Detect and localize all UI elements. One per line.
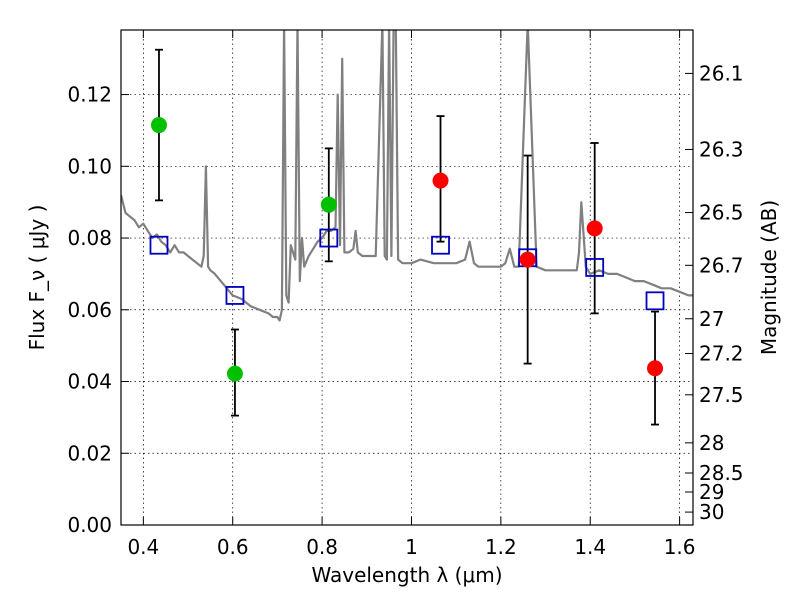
observed-point-red [586, 220, 603, 237]
x-tick-label: 1.4 [574, 535, 606, 559]
model-point-square [585, 258, 605, 277]
y-tick-label: 0.10 [67, 154, 112, 178]
x-tick-label: 1.6 [664, 535, 696, 559]
plot-frame [120, 29, 694, 526]
x-tick-labels: 0.4 0.6 0.8 1 1.2 1.4 1.6 [127, 535, 695, 559]
y-axis-label-right: Magnitude (AB) [757, 200, 781, 355]
right-tick-label: 28.5 [699, 461, 744, 485]
model-photometry-points [149, 228, 665, 311]
y-tick-label: 0.06 [67, 298, 112, 322]
observed-point-green [150, 117, 167, 134]
model-point-square [225, 286, 245, 305]
model-point-square [149, 235, 169, 255]
right-tick-label: 27 [699, 307, 724, 331]
y-tick-labels: 0.00 0.02 0.04 0.06 0.08 0.10 0.12 [67, 83, 112, 537]
observed-point-red [432, 172, 449, 189]
y-tick-label: 0.02 [67, 441, 112, 465]
y-tick-label: 0.00 [67, 513, 112, 537]
x-axis-label: Wavelength λ (μm) [311, 563, 502, 587]
sed-spectrum-line [121, 30, 693, 322]
observed-point-green [226, 365, 243, 382]
axis-ticks [121, 30, 693, 526]
x-tick-label: 1 [405, 535, 418, 559]
observed-point-red [647, 360, 664, 377]
right-tick-label: 30 [699, 500, 724, 524]
y-tick-label: 0.12 [67, 83, 112, 107]
model-point-square [431, 235, 450, 255]
grid-lines [121, 30, 693, 525]
observed-point-green [320, 196, 337, 213]
model-point-square [319, 228, 339, 248]
right-tick-label: 26.5 [699, 201, 744, 225]
right-tick-label: 28 [699, 431, 724, 455]
x-tick-label: 1.2 [485, 535, 517, 559]
right-tick-label: 26.3 [699, 137, 744, 161]
y-tick-label: 0.04 [67, 370, 112, 394]
right-tick-label: 27.5 [699, 383, 744, 407]
x-tick-label: 0.6 [217, 535, 249, 559]
y-axis-label-left: Flux F_ν ( μJy ) [25, 205, 49, 351]
right-tick-label: 27.2 [699, 342, 744, 366]
model-point-square [645, 291, 665, 311]
right-tick-label: 29 [699, 480, 724, 504]
y-tick-label: 0.08 [67, 226, 112, 250]
sed-spectrum [121, 30, 693, 322]
right-tick-label: 26.1 [699, 61, 744, 85]
x-tick-label: 0.8 [306, 535, 338, 559]
observed-point-red [519, 251, 536, 268]
observed-photometry-points [150, 117, 664, 382]
right-tick-label: 26.7 [699, 253, 744, 277]
x-tick-label: 0.4 [127, 535, 159, 559]
